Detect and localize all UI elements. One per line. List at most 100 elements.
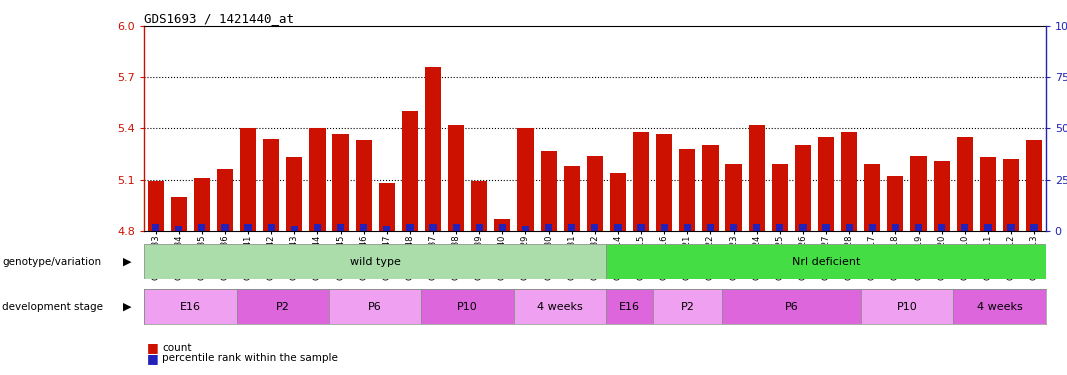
Bar — [329, 289, 421, 324]
Text: P2: P2 — [275, 302, 290, 312]
Bar — [337, 224, 345, 231]
Text: E16: E16 — [619, 302, 640, 312]
Bar — [379, 183, 395, 231]
Bar — [425, 67, 441, 231]
Bar — [198, 224, 206, 231]
Text: ■: ■ — [147, 342, 159, 354]
Bar — [953, 289, 1046, 324]
Text: wild type: wild type — [350, 256, 401, 267]
Bar — [606, 289, 653, 324]
Bar — [637, 224, 644, 231]
Bar — [472, 181, 488, 231]
Bar — [152, 224, 159, 231]
Text: P10: P10 — [896, 302, 918, 312]
Bar — [795, 146, 811, 231]
Bar — [1003, 159, 1019, 231]
Bar — [498, 224, 506, 231]
Bar — [147, 181, 163, 231]
Bar — [563, 166, 579, 231]
Bar — [633, 132, 649, 231]
Bar — [730, 224, 737, 231]
Bar — [914, 224, 922, 231]
Bar — [606, 244, 1046, 279]
Bar — [240, 128, 256, 231]
Bar — [171, 196, 187, 231]
Bar — [175, 225, 182, 231]
Bar — [841, 132, 857, 231]
Bar — [407, 224, 414, 231]
Bar — [360, 224, 367, 231]
Bar — [194, 178, 210, 231]
Text: P2: P2 — [681, 302, 695, 312]
Bar — [938, 224, 945, 231]
Bar — [514, 289, 606, 324]
Bar — [984, 224, 991, 231]
Bar — [823, 224, 830, 231]
Bar — [722, 289, 861, 324]
Bar — [268, 224, 275, 231]
Bar — [587, 156, 603, 231]
Bar — [615, 224, 622, 231]
Bar — [144, 244, 606, 279]
Bar — [799, 224, 807, 231]
Bar — [541, 151, 557, 231]
Bar — [522, 225, 529, 231]
Bar — [702, 146, 718, 231]
Bar — [957, 137, 973, 231]
Bar — [1007, 224, 1015, 231]
Bar — [749, 125, 765, 231]
Text: Nrl deficient: Nrl deficient — [792, 256, 860, 267]
Bar — [286, 158, 302, 231]
Text: GDS1693 / 1421440_at: GDS1693 / 1421440_at — [144, 12, 294, 25]
Bar — [1026, 140, 1042, 231]
Text: development stage: development stage — [2, 302, 103, 312]
Bar — [421, 289, 514, 324]
Bar — [684, 224, 691, 231]
Bar — [244, 224, 252, 231]
Bar — [217, 169, 233, 231]
Bar — [290, 225, 298, 231]
Bar — [653, 289, 722, 324]
Bar — [869, 224, 876, 231]
Bar — [355, 140, 371, 231]
Bar — [545, 224, 553, 231]
Bar — [845, 224, 853, 231]
Bar — [888, 176, 904, 231]
Text: P6: P6 — [368, 302, 382, 312]
Text: P6: P6 — [784, 302, 798, 312]
Bar — [771, 164, 787, 231]
Text: ■: ■ — [147, 352, 159, 364]
Bar — [144, 289, 237, 324]
Bar — [476, 224, 483, 231]
Bar — [402, 111, 418, 231]
Bar — [591, 224, 599, 231]
Bar — [726, 164, 742, 231]
Text: ▶: ▶ — [123, 302, 131, 312]
Bar — [656, 134, 672, 231]
Bar — [706, 224, 714, 231]
Bar — [776, 224, 783, 231]
Bar — [314, 224, 321, 231]
Text: P10: P10 — [458, 302, 478, 312]
Bar — [1031, 224, 1038, 231]
Bar — [753, 224, 761, 231]
Bar — [383, 225, 391, 231]
Bar — [660, 224, 668, 231]
Bar — [517, 128, 534, 231]
Bar — [864, 164, 880, 231]
Text: 4 weeks: 4 weeks — [538, 302, 583, 312]
Text: E16: E16 — [179, 302, 201, 312]
Bar — [610, 173, 626, 231]
Bar — [264, 139, 280, 231]
Bar — [309, 128, 325, 231]
Bar — [448, 125, 464, 231]
Bar — [980, 158, 996, 231]
Bar — [568, 224, 575, 231]
Bar — [494, 219, 510, 231]
Bar — [818, 137, 834, 231]
Text: ▶: ▶ — [123, 257, 131, 267]
Bar — [934, 161, 950, 231]
Bar — [429, 224, 436, 231]
Bar — [910, 156, 926, 231]
Text: genotype/variation: genotype/variation — [2, 257, 101, 267]
